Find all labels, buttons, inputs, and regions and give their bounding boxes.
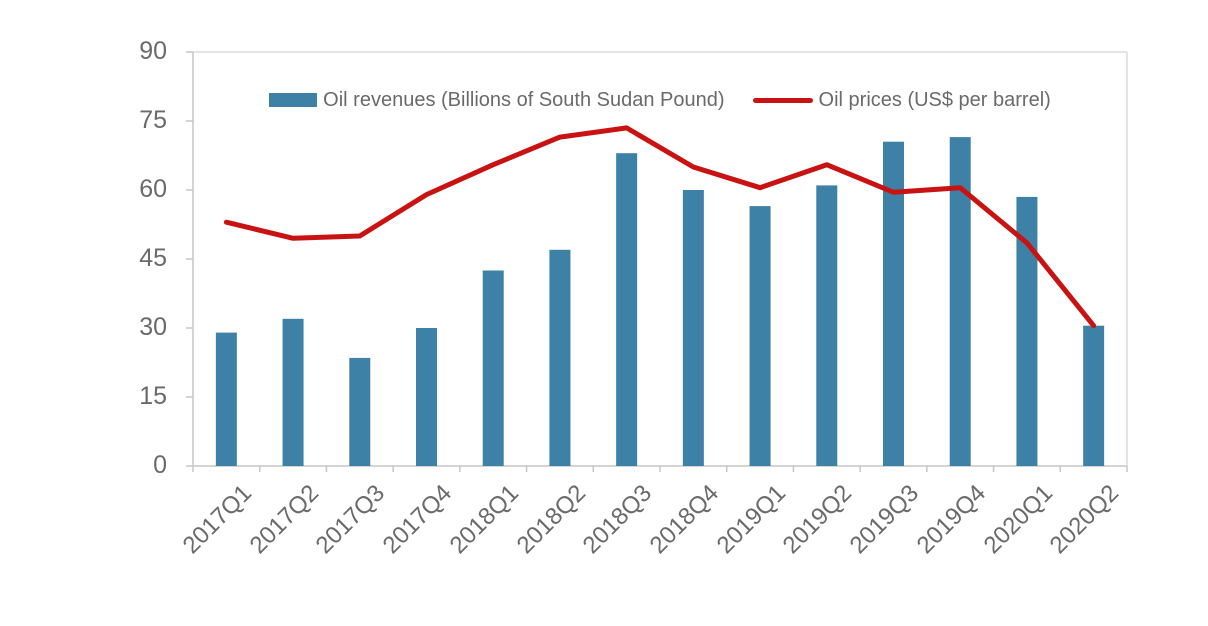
- bar-2019Q3: [883, 141, 904, 466]
- legend-item-oil-revenues: Oil revenues (Billions of South Sudan Po…: [269, 89, 725, 111]
- bar-2020Q2: [1083, 325, 1105, 466]
- y-axis-label-0: 0: [153, 451, 167, 479]
- bar-2018Q1: [482, 270, 504, 466]
- y-axis-label-60: 60: [139, 175, 167, 203]
- y-axis-label-45: 45: [139, 244, 167, 272]
- y-axis-label-90: 90: [139, 37, 167, 65]
- legend-item-oil-prices: Oil prices (US$ per barrel): [752, 89, 1051, 111]
- bar-2018Q3: [616, 153, 638, 466]
- oil-prices-line: [223, 125, 1097, 329]
- y-axis-label-30: 30: [139, 313, 167, 341]
- y-axis-label-15: 15: [139, 382, 167, 410]
- bar-2020Q1: [1016, 196, 1038, 466]
- bar-2019Q2: [816, 185, 838, 466]
- bar-2019Q4: [949, 137, 971, 466]
- legend-label-oil-prices: Oil prices (US$ per barrel): [818, 89, 1051, 111]
- legend-label-oil-revenues: Oil revenues (Billions of South Sudan Po…: [323, 89, 725, 111]
- bar-2017Q3: [349, 357, 371, 466]
- bar-2017Q4: [416, 328, 437, 466]
- line-swatch-icon: [752, 97, 813, 103]
- bar-2018Q2: [549, 249, 571, 466]
- y-axis-label-75: 75: [139, 106, 167, 134]
- legend: Oil revenues (Billions of South Sudan Po…: [193, 86, 1127, 114]
- bar-2017Q1: [215, 332, 237, 466]
- bar-swatch-icon: [269, 93, 318, 107]
- bar-2017Q2: [282, 318, 304, 466]
- bar-2019Q1: [749, 206, 771, 466]
- bar-2018Q4: [682, 190, 704, 466]
